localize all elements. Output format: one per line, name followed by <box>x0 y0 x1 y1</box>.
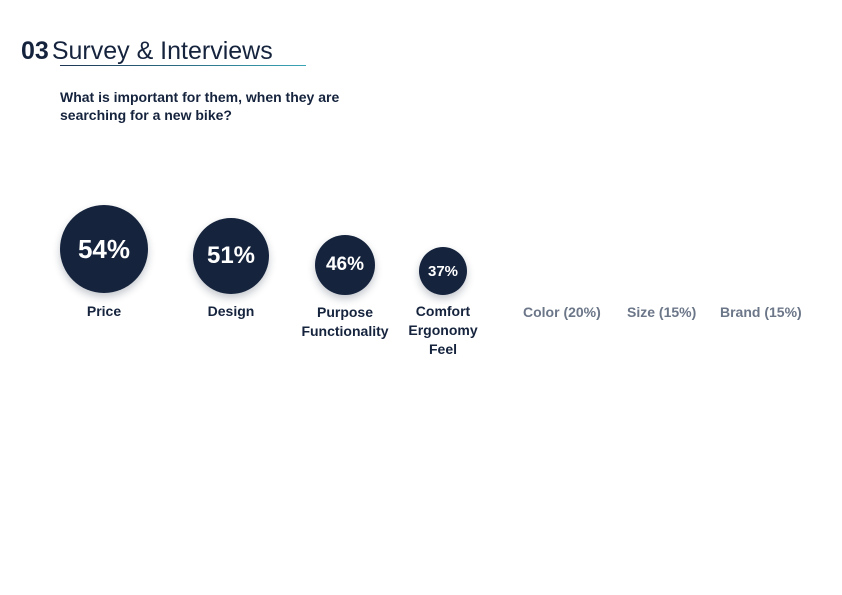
factor-design-value: 51% <box>206 242 256 269</box>
minor-factor-size: Size (15%) <box>627 304 697 320</box>
section-title: Survey & Interviews <box>51 37 273 65</box>
factor-price-circle: 54% <box>60 205 148 293</box>
survey-question: What is important for them, when they ar… <box>60 89 340 123</box>
factor-price-label-line: Price <box>86 303 122 319</box>
section-number: 03 <box>21 37 49 65</box>
factor-comfort-circle: 37% <box>419 247 467 295</box>
factor-comfort-label-line-2: Ergonomy <box>408 322 478 338</box>
factor-comfort-label-line-1: Comfort <box>415 303 471 319</box>
factor-comfort-label: Comfort Ergonomy Feel <box>393 302 493 359</box>
factor-design-label: Design <box>181 302 281 321</box>
factor-purpose-label-line-2: Functionality <box>301 323 389 339</box>
factor-comfort-label-line-3: Feel <box>428 341 457 357</box>
factor-design-label-line: Design <box>207 303 255 319</box>
minor-factor-brand: Brand (15%) <box>720 304 802 320</box>
factor-purpose-value: 46% <box>325 254 365 275</box>
heading-underline <box>60 65 306 66</box>
factor-purpose-label: Purpose Functionality <box>290 303 400 341</box>
factor-comfort-value: 37% <box>427 262 459 280</box>
section-heading: 03 Survey & Interviews <box>21 36 273 66</box>
factor-design-circle: 51% <box>193 218 269 294</box>
factor-price-label: Price <box>54 302 154 321</box>
factor-purpose-label-line-1: Purpose <box>316 304 373 320</box>
minor-factor-color: Color (20%) <box>523 304 601 320</box>
factor-price-value: 54% <box>77 233 131 264</box>
factor-purpose-circle: 46% <box>315 235 375 295</box>
